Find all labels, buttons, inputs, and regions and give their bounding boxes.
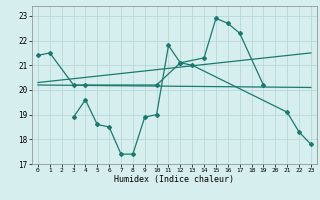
X-axis label: Humidex (Indice chaleur): Humidex (Indice chaleur) <box>115 175 234 184</box>
